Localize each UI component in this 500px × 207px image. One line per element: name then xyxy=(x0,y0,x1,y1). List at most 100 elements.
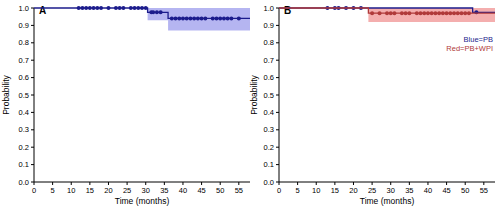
x-tick-label: 15 xyxy=(86,186,94,195)
censor-marker xyxy=(88,6,92,10)
x-tick xyxy=(34,182,35,185)
censor-marker xyxy=(136,6,140,10)
censor-marker xyxy=(192,16,196,20)
censor-marker xyxy=(203,16,207,20)
censor-marker xyxy=(218,16,222,20)
censor-marker xyxy=(422,11,426,15)
x-tick-label: 55 xyxy=(235,186,243,195)
censor-marker xyxy=(226,16,230,20)
x-tick xyxy=(127,182,128,185)
confidence-band xyxy=(279,8,495,22)
censor-marker xyxy=(155,10,159,14)
x-tick xyxy=(353,182,354,185)
y-tick-label: 0.5 xyxy=(19,91,29,100)
y-tick xyxy=(276,129,279,130)
censor-marker xyxy=(445,11,449,15)
y-tick-label: 0.8 xyxy=(264,38,274,47)
y-tick-label: 0.2 xyxy=(19,143,29,152)
x-tick-label: 45 xyxy=(197,186,205,195)
y-tick xyxy=(31,129,34,130)
censor-marker xyxy=(129,6,133,10)
y-tick xyxy=(31,42,34,43)
x-tick xyxy=(201,182,202,185)
y-tick-label: 0.0 xyxy=(264,178,274,187)
censor-marker xyxy=(229,16,233,20)
censor-marker xyxy=(188,16,192,20)
y-tick-label: 0.2 xyxy=(264,143,274,152)
censor-marker xyxy=(181,16,185,20)
x-axis xyxy=(279,182,495,183)
censor-marker xyxy=(419,11,423,15)
x-tick xyxy=(409,182,410,185)
x-axis-label: Time (months) xyxy=(115,196,170,206)
censor-marker xyxy=(385,11,389,15)
censor-marker xyxy=(426,11,430,15)
y-tick-label: 0.4 xyxy=(264,108,274,117)
x-tick xyxy=(145,182,146,185)
panel: 0.00.10.20.30.40.50.60.70.80.91.00510152… xyxy=(249,4,495,207)
x-tick-label: 50 xyxy=(461,186,469,195)
x-tick-label: 25 xyxy=(368,186,376,195)
y-axis-label: Probability xyxy=(1,74,11,114)
y-tick-label: 0.7 xyxy=(19,56,29,65)
y-tick xyxy=(276,25,279,26)
censor-marker xyxy=(389,11,393,15)
x-tick-label: 20 xyxy=(104,186,112,195)
x-axis xyxy=(34,182,250,183)
x-tick xyxy=(220,182,221,185)
x-tick xyxy=(372,182,373,185)
y-tick-label: 0.1 xyxy=(264,160,274,169)
confidence-band xyxy=(34,8,250,31)
x-tick xyxy=(483,182,484,185)
censor-marker xyxy=(407,11,411,15)
censor-marker xyxy=(196,16,200,20)
censor-marker xyxy=(392,11,396,15)
censor-marker xyxy=(441,11,445,15)
x-tick xyxy=(279,182,280,185)
y-tick xyxy=(31,112,34,113)
x-tick xyxy=(390,182,391,185)
x-tick-label: 40 xyxy=(179,186,187,195)
censor-marker xyxy=(463,11,467,15)
censor-marker xyxy=(456,11,460,15)
censor-marker xyxy=(106,6,110,10)
panel: 0.00.10.20.30.40.50.60.70.80.91.00510152… xyxy=(1,4,250,207)
x-axis-label: Time (months) xyxy=(360,196,415,206)
censor-marker xyxy=(174,16,178,20)
x-tick xyxy=(52,182,53,185)
x-tick xyxy=(164,182,165,185)
censor-marker xyxy=(437,11,441,15)
legend-entry: Red=PB+WPI xyxy=(446,44,493,53)
x-tick-label: 35 xyxy=(405,186,413,195)
y-tick-label: 0.9 xyxy=(264,21,274,30)
x-tick-label: 0 xyxy=(32,186,36,195)
x-tick xyxy=(182,182,183,185)
censor-marker xyxy=(95,6,99,10)
y-tick xyxy=(276,77,279,78)
x-tick-label: 30 xyxy=(387,186,395,195)
censor-marker xyxy=(177,16,181,20)
plot-area xyxy=(34,6,250,31)
censor-marker xyxy=(84,6,88,10)
y-tick xyxy=(31,164,34,165)
x-tick-label: 10 xyxy=(67,186,75,195)
censor-marker xyxy=(159,10,163,14)
y-tick xyxy=(31,25,34,26)
censor-marker xyxy=(404,11,408,15)
y-tick-label: 0.5 xyxy=(264,91,274,100)
censor-marker xyxy=(185,16,189,20)
y-tick xyxy=(276,60,279,61)
x-tick-label: 55 xyxy=(480,186,488,195)
censor-marker xyxy=(222,16,226,20)
figure: 0.00.10.20.30.40.50.60.70.80.91.00510152… xyxy=(0,0,500,207)
censor-marker xyxy=(77,6,81,10)
x-tick xyxy=(446,182,447,185)
censor-marker xyxy=(92,6,96,10)
x-tick-label: 20 xyxy=(349,186,357,195)
y-tick xyxy=(31,8,34,9)
censor-marker xyxy=(133,6,137,10)
x-tick xyxy=(89,182,90,185)
plot-area xyxy=(279,6,495,22)
censor-marker xyxy=(121,6,125,10)
x-tick-label: 30 xyxy=(142,186,150,195)
